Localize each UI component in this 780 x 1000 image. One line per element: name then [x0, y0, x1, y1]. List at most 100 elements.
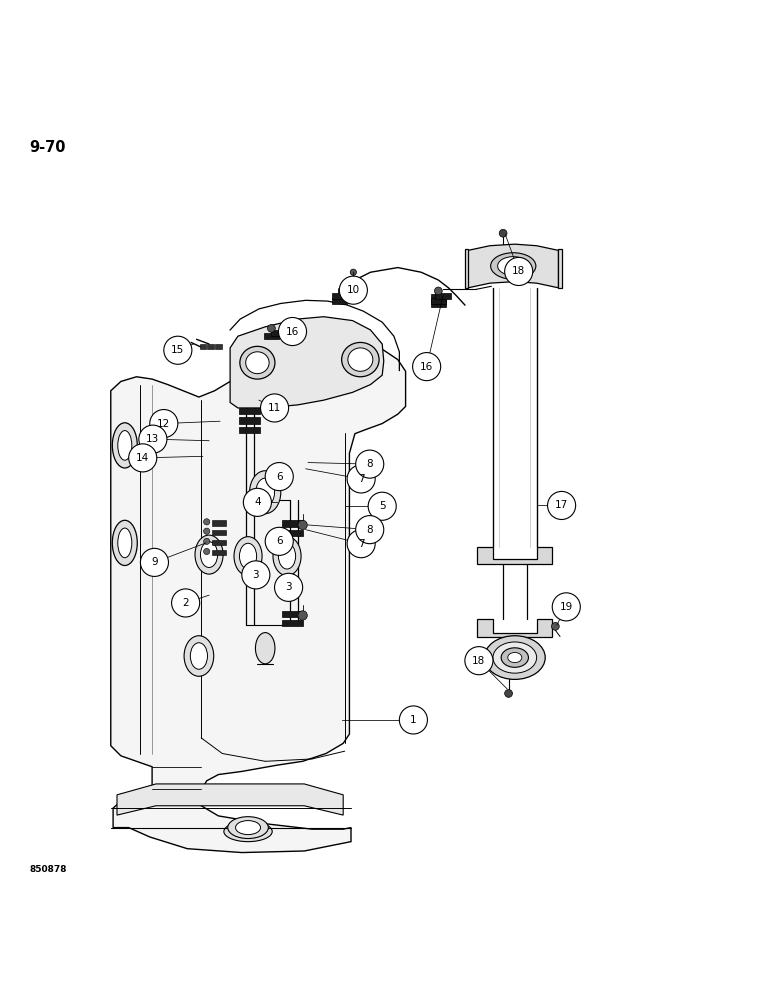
Circle shape — [129, 444, 157, 472]
Ellipse shape — [118, 431, 132, 460]
Ellipse shape — [236, 821, 261, 835]
Text: 12: 12 — [158, 419, 170, 429]
Bar — [207, 344, 214, 349]
Circle shape — [150, 410, 178, 438]
Text: 3: 3 — [285, 582, 292, 592]
Circle shape — [413, 353, 441, 381]
Circle shape — [139, 425, 167, 453]
Circle shape — [265, 463, 293, 491]
Ellipse shape — [256, 633, 275, 664]
Bar — [239, 427, 260, 433]
Bar — [271, 330, 287, 336]
Text: 8: 8 — [367, 459, 373, 469]
Text: 8: 8 — [367, 525, 373, 535]
Bar — [212, 550, 226, 555]
Text: 3: 3 — [253, 570, 259, 580]
Ellipse shape — [118, 528, 132, 558]
Polygon shape — [468, 244, 558, 288]
Bar — [264, 333, 279, 339]
Text: 18: 18 — [512, 266, 525, 276]
Circle shape — [268, 324, 275, 332]
Ellipse shape — [234, 537, 262, 576]
Text: 4: 4 — [254, 497, 261, 507]
Circle shape — [298, 520, 307, 530]
Bar — [239, 408, 260, 414]
Ellipse shape — [256, 478, 275, 506]
Polygon shape — [477, 547, 552, 564]
Text: 6: 6 — [276, 472, 282, 482]
Bar — [431, 300, 446, 307]
Bar — [282, 530, 303, 536]
Bar — [431, 294, 446, 300]
Bar — [282, 611, 303, 617]
Circle shape — [204, 548, 210, 555]
Ellipse shape — [112, 423, 137, 468]
Text: 16: 16 — [286, 327, 299, 337]
Ellipse shape — [348, 348, 373, 371]
Ellipse shape — [190, 643, 207, 669]
Circle shape — [243, 488, 271, 516]
Text: 18: 18 — [473, 656, 485, 666]
Text: 15: 15 — [172, 345, 184, 355]
Text: 1: 1 — [410, 715, 417, 725]
Bar — [435, 293, 451, 299]
Ellipse shape — [224, 821, 272, 842]
Circle shape — [499, 229, 507, 237]
Text: 2: 2 — [183, 598, 189, 608]
Text: 7: 7 — [358, 539, 364, 549]
Circle shape — [356, 450, 384, 478]
Ellipse shape — [342, 342, 379, 377]
Circle shape — [347, 530, 375, 558]
Polygon shape — [117, 784, 343, 815]
Ellipse shape — [498, 257, 529, 275]
Circle shape — [140, 548, 168, 576]
Ellipse shape — [491, 253, 536, 279]
Ellipse shape — [112, 520, 137, 566]
Ellipse shape — [195, 535, 223, 574]
Text: 17: 17 — [555, 500, 568, 510]
Text: 10: 10 — [347, 285, 360, 295]
Ellipse shape — [484, 636, 545, 679]
Text: 14: 14 — [136, 453, 149, 463]
Polygon shape — [558, 249, 562, 288]
Ellipse shape — [508, 652, 522, 663]
Circle shape — [368, 492, 396, 520]
Circle shape — [172, 589, 200, 617]
Circle shape — [356, 516, 384, 544]
Bar — [212, 530, 226, 535]
Polygon shape — [465, 249, 468, 288]
Circle shape — [204, 528, 210, 534]
Polygon shape — [111, 344, 406, 853]
Bar — [200, 344, 206, 349]
Bar — [332, 298, 347, 304]
Circle shape — [548, 491, 576, 520]
Text: 6: 6 — [276, 536, 282, 546]
Polygon shape — [477, 619, 552, 637]
Circle shape — [339, 276, 367, 304]
Circle shape — [552, 593, 580, 621]
Text: 9: 9 — [151, 557, 158, 567]
Circle shape — [505, 690, 512, 697]
Circle shape — [278, 317, 307, 346]
Ellipse shape — [232, 825, 264, 838]
Circle shape — [275, 573, 303, 601]
Circle shape — [350, 269, 356, 275]
Ellipse shape — [240, 346, 275, 379]
Circle shape — [204, 519, 210, 525]
Circle shape — [204, 538, 210, 544]
Text: 19: 19 — [560, 602, 573, 612]
Ellipse shape — [250, 471, 281, 514]
Circle shape — [505, 257, 533, 286]
Circle shape — [399, 706, 427, 734]
Circle shape — [347, 465, 375, 493]
Circle shape — [261, 394, 289, 422]
Ellipse shape — [246, 352, 269, 374]
Ellipse shape — [228, 817, 268, 839]
Bar — [212, 540, 226, 545]
Bar — [431, 298, 446, 304]
Circle shape — [298, 611, 307, 620]
Bar — [239, 417, 260, 424]
Circle shape — [551, 622, 559, 630]
Text: 13: 13 — [147, 434, 159, 444]
Circle shape — [434, 287, 442, 295]
